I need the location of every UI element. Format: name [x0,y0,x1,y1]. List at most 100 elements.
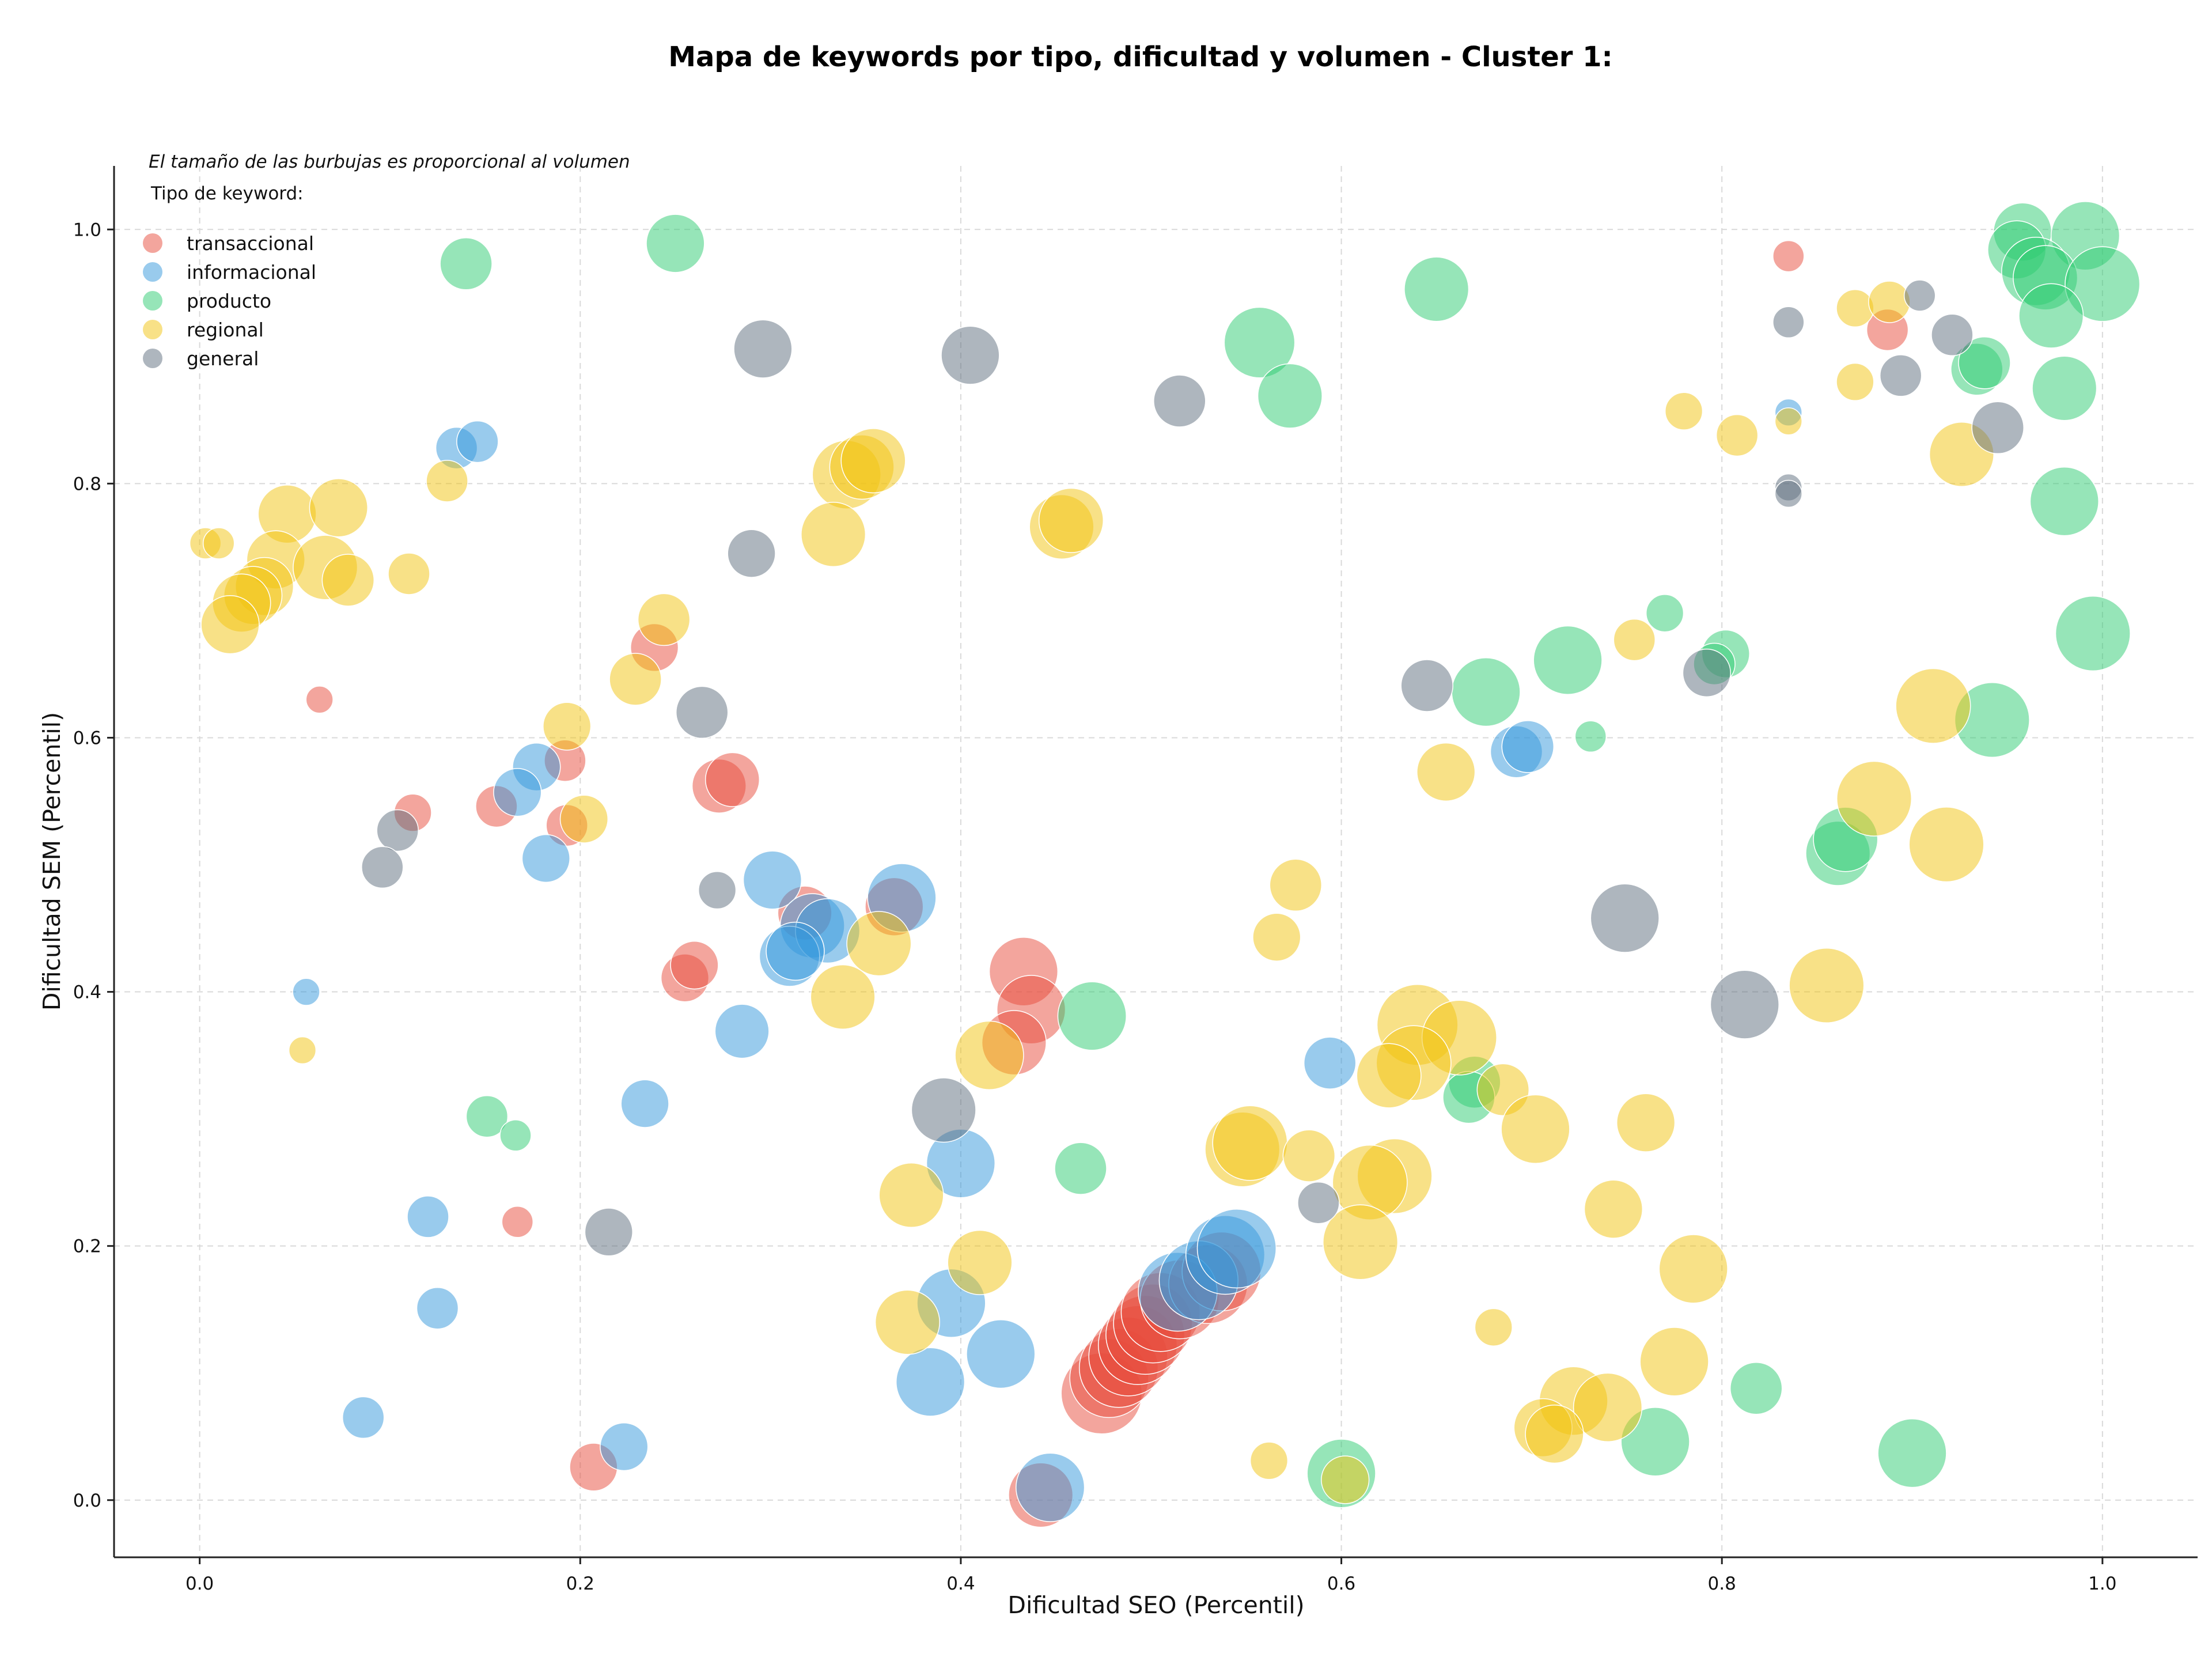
bubble-general-21 [1774,479,1802,508]
bubble-producto-33 [1620,1407,1690,1477]
bubble-regional-41 [1789,947,1865,1024]
y-tick-label-0: 0.0 [73,1490,101,1511]
x-tick-label-3: 0.6 [1327,1573,1355,1594]
bubble-regional-21 [543,702,592,751]
bubble-regional-38 [1895,668,1971,744]
bubble-transaccional-13 [670,941,719,990]
bubble-informacional-21 [966,1319,1036,1389]
legend-marker-producto [143,291,162,311]
x-tick-label-5: 1.0 [2088,1573,2116,1594]
bubble-informacional-2 [456,420,499,463]
legend-marker-general [143,349,162,368]
bubble-producto-26 [1057,981,1127,1051]
y-tick-label-5: 1.0 [73,220,101,240]
bubble-producto-20 [1451,657,1521,727]
bubble-general-5 [376,809,419,852]
bubble-informacional-14 [620,1079,669,1128]
bubble-regional-20 [609,653,662,706]
bubble-regional-60 [1474,1308,1513,1346]
chart-title: Mapa de keywords por tipo, dificultad y … [668,41,1613,73]
bubble-regional-39 [1836,760,1912,837]
bubble-regional-40 [1908,807,1984,883]
bubble-regional-57 [874,1289,940,1355]
bubble-regional-59 [1658,1234,1728,1304]
bubble-general-10 [1297,1181,1340,1224]
x-tick-label-0: 0.0 [185,1573,214,1594]
legend-label-informacional: informacional [187,261,316,283]
bubble-regional-55 [878,1162,944,1228]
bubble-regional-27 [1269,858,1323,912]
bubble-regional-31 [1664,392,1703,430]
bubble-producto-18 [1645,594,1684,633]
bubble-general-3 [727,529,776,578]
bubble-producto-11 [2018,283,2084,349]
bubble-producto-13 [1958,336,2011,389]
bubble-informacional-13 [714,1004,770,1059]
bubble-general-15 [1772,306,1805,339]
bubble-regional-58 [1584,1179,1643,1239]
legend-label-regional: regional [187,319,264,341]
bubble-regional-23 [846,911,912,977]
legend-marker-informacional [143,262,162,282]
bubble-regional-56 [947,1229,1013,1295]
bubble-regional-36 [1836,362,1874,402]
bubble-regional-1 [202,527,235,559]
bubble-general-19 [1971,401,2024,455]
bubble-producto-2 [1404,256,1469,322]
bubble-regional-19 [637,593,691,646]
bubble-regional-25 [288,1036,317,1065]
bubble-size-note: El tamaño de las burbujas es proporciona… [149,152,630,172]
bubble-informacional-11 [766,921,825,981]
axes [113,166,2198,1558]
bubble-informacional-7 [743,850,802,910]
series-general [361,279,2024,1257]
bubble-general-18 [1879,354,1922,397]
legend-label-transaccional: transaccional [187,232,314,255]
bubble-producto-10 [2065,246,2141,322]
bubble-regional-18 [1038,487,1104,553]
bubble-regional-63 [1573,1372,1643,1442]
bubble-regional-47 [1501,1094,1570,1164]
bubble-general-4 [675,686,729,739]
bubble-transaccional-17 [501,1206,534,1238]
bubble-regional-54 [1323,1204,1399,1280]
bubble-informacional-6 [292,978,320,1006]
bubble-general-8 [911,1077,976,1143]
bubbles [189,201,2141,1528]
legend-title: Tipo de keyword: [150,183,304,204]
y-tick-label-4: 0.8 [73,474,101,494]
bubble-general-12 [1590,883,1660,953]
bubble-general-6 [361,846,404,889]
bubble-producto-34 [1877,1418,1947,1488]
bubble-regional-34 [1836,289,1874,328]
series-informacional [292,398,1802,1522]
bubble-producto-30 [499,1119,532,1152]
bubble-producto-23 [1574,720,1607,753]
bubble-producto-0 [440,237,493,290]
bubble-producto-15 [2029,467,2099,536]
bubble-regional-51 [1282,1129,1336,1182]
bubble-regional-28 [1252,913,1301,962]
bubble-informacional-22 [895,1347,965,1417]
bubble-informacional-23 [1016,1452,1085,1522]
grid-lines [114,166,2198,1557]
bubble-producto-3 [1224,307,1296,379]
bubble-informacional-30 [1196,1208,1277,1289]
bubble-regional-50 [1212,1105,1288,1181]
bubble-regional-33 [1774,407,1802,436]
bubble-informacional-24 [1303,1036,1357,1089]
bubble-informacional-17 [416,1287,459,1330]
bubble-producto-19 [1533,625,1603,695]
bubble-regional-67 [1321,1455,1370,1504]
bubble-general-0 [733,319,793,379]
bubble-regional-24 [810,964,876,1030]
bubble-regional-30 [1613,618,1656,661]
bubble-informacional-26 [1501,720,1555,773]
tick-labels: 0.0 0.2 0.4 0.6 0.8 1.0 0.0 0.2 0.4 0.6 0.8 1.0 [73,220,2117,1594]
bubble-informacional-16 [407,1195,449,1238]
bubble-general-11 [1400,659,1453,712]
bubble-informacional-18 [342,1396,385,1439]
legend-items: transaccional informacional producto region… [143,232,316,370]
